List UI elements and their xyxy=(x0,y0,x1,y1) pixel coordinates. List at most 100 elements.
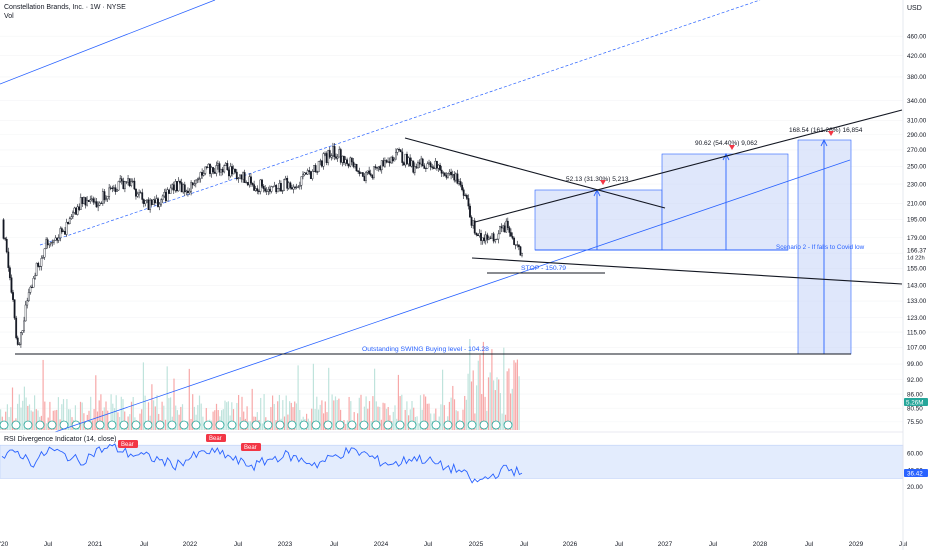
volume-bar xyxy=(96,411,99,430)
volume-bar xyxy=(272,395,274,430)
volume-bar xyxy=(142,362,144,430)
candle-body xyxy=(409,157,412,167)
volume-bar xyxy=(467,373,469,430)
channel-upper-line xyxy=(0,0,216,85)
volume-bar xyxy=(435,408,437,430)
volume-bar xyxy=(404,409,406,430)
target-box-1 xyxy=(534,189,663,251)
candle-body xyxy=(314,165,317,173)
candle-body xyxy=(246,182,249,186)
candle-body xyxy=(317,160,320,173)
candle-body xyxy=(335,156,337,159)
swing-level-label: Outstanding SWING Buying level - 104.28 xyxy=(362,346,489,353)
volume-bar xyxy=(285,395,287,430)
candle-body xyxy=(259,179,262,192)
candle-body xyxy=(330,155,333,158)
candle-body xyxy=(500,226,503,229)
rsi-last-badge xyxy=(904,469,928,478)
price-tick-label: 80.50 xyxy=(907,405,923,412)
rsi-line xyxy=(1,443,523,484)
earnings-badge xyxy=(119,420,129,430)
price-candles xyxy=(2,142,523,348)
volume-bar xyxy=(79,401,82,430)
volume-bar xyxy=(163,405,165,430)
volume-bar xyxy=(212,411,214,430)
earnings-badge xyxy=(191,420,201,430)
volume-bar xyxy=(110,394,112,430)
candle-body xyxy=(141,192,144,200)
volume-bar xyxy=(411,400,413,430)
volume-bar xyxy=(476,385,478,430)
volume-bar xyxy=(119,417,121,430)
volume-bar xyxy=(277,401,279,430)
volume-bar xyxy=(283,416,286,430)
candle-body xyxy=(484,234,487,242)
candle-body xyxy=(166,189,169,202)
candle-body xyxy=(519,246,522,256)
candle-body xyxy=(5,238,8,253)
price-tick-label: 380.00 xyxy=(907,74,927,81)
earnings-badge xyxy=(215,420,225,430)
candle-body xyxy=(254,188,257,191)
volume-bar xyxy=(263,394,265,430)
candle-body xyxy=(502,225,504,229)
volume-bar xyxy=(294,401,296,430)
volume-bar xyxy=(45,423,48,430)
candle-body xyxy=(424,168,427,170)
candle-body xyxy=(149,199,152,211)
volume-bar xyxy=(470,381,473,430)
volume-bar xyxy=(168,398,170,430)
volume-bar xyxy=(83,413,85,430)
volume-bar xyxy=(450,397,452,430)
candle-body xyxy=(172,184,175,191)
candle-body xyxy=(357,170,360,172)
candle-body xyxy=(13,299,16,319)
volume-bar xyxy=(10,407,12,430)
candle-body xyxy=(15,317,18,339)
earnings-badge xyxy=(167,420,177,430)
volume-bar xyxy=(18,394,20,430)
candle-body xyxy=(7,251,10,268)
volume-bar xyxy=(113,408,116,430)
volume-bar xyxy=(287,414,289,430)
candle-body xyxy=(37,262,40,267)
earnings-badge xyxy=(359,420,369,430)
candle-body xyxy=(286,177,289,189)
candle-body xyxy=(369,173,372,176)
volume-bar xyxy=(472,370,474,430)
candle-body xyxy=(376,167,378,169)
candle-body xyxy=(34,275,36,279)
bear-badge-label: Bear xyxy=(209,436,222,442)
candle-body xyxy=(51,241,54,243)
volume-bar xyxy=(127,416,129,430)
time-tick-label: 2029 xyxy=(849,541,864,548)
candle-body xyxy=(379,166,382,171)
price-tick-label: 420.00 xyxy=(907,53,927,60)
volume-bar xyxy=(309,421,311,430)
candle-body xyxy=(294,186,296,188)
candle-body xyxy=(395,152,397,160)
candle-body xyxy=(83,197,85,204)
candle-body xyxy=(98,202,101,206)
candle-body xyxy=(401,151,404,163)
candle-body xyxy=(494,239,497,242)
candle-body xyxy=(164,192,167,202)
price-tick-label: 107.00 xyxy=(907,345,927,352)
candle-body xyxy=(360,172,363,174)
candle-body xyxy=(280,183,282,192)
volume-bar xyxy=(312,363,314,430)
earnings-badge xyxy=(299,420,309,430)
time-tick-label: 2026 xyxy=(563,541,578,548)
candle-body xyxy=(193,183,196,186)
earnings-badge xyxy=(11,420,21,430)
candle-body xyxy=(43,248,46,258)
volume-bar xyxy=(156,395,158,430)
volume-bar xyxy=(311,408,313,430)
candle-body xyxy=(68,218,71,224)
volume-bar xyxy=(28,404,31,430)
candle-body xyxy=(311,171,314,179)
candle-body xyxy=(377,166,380,168)
